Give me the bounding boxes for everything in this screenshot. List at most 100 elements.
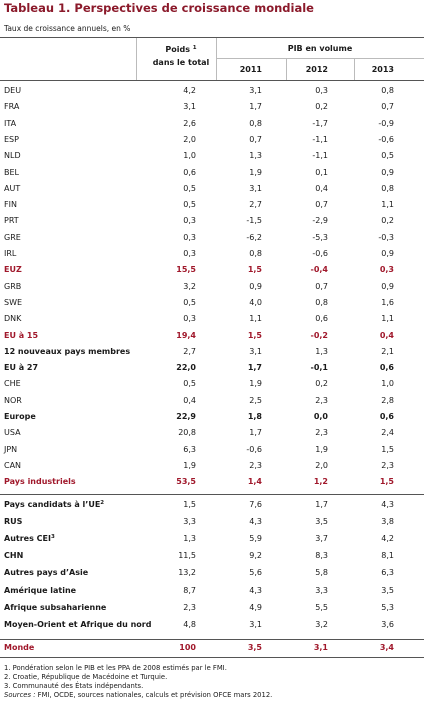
cell-value: 20,8: [178, 428, 196, 438]
cell-value: 4,3: [381, 500, 394, 509]
cell-value: 0,9: [381, 249, 394, 258]
row-label-text: EUZ: [4, 265, 22, 275]
row-label: JPN: [4, 445, 17, 455]
row-label: Amérique latine: [4, 586, 76, 596]
cell-value: -1,1: [312, 151, 328, 161]
cell-value: 1,1: [249, 314, 262, 324]
cell-value: 0,9: [381, 281, 394, 291]
cell-value: 9,2: [249, 551, 262, 561]
row-label: Pays industriels: [4, 477, 76, 487]
cell-value: 1,3: [315, 346, 328, 356]
row-label-text: SWE: [4, 297, 23, 307]
row-label-text: EU à 15: [4, 330, 39, 340]
row-label-text: RUS: [4, 517, 23, 527]
cell-value: 53,5: [176, 477, 196, 487]
cell-value: -0,3: [378, 232, 394, 242]
row-label: USA: [4, 428, 21, 438]
row-label-text: 12 nouveaux pays membres: [4, 346, 131, 356]
row-label: RUS: [4, 517, 22, 527]
subtitle: Taux de croissance annuels, en %: [4, 24, 131, 33]
cell-value: 0,3: [315, 86, 328, 95]
cell-value: 2,0: [183, 134, 196, 144]
cell-value: 1,5: [381, 444, 394, 454]
row-label: DNK: [4, 314, 21, 324]
cell-value: 0,5: [183, 297, 196, 307]
cell-value: 1,9: [315, 444, 328, 454]
row-label-text: PRT: [4, 216, 19, 226]
row-label: BEL: [4, 168, 19, 178]
cell-value: 2,6: [183, 118, 196, 128]
cell-value: 2,4: [381, 428, 394, 438]
row-label-text: CHE: [4, 379, 21, 389]
cell-value: 1,6: [381, 297, 394, 307]
cell-value: -0,6: [246, 444, 262, 454]
cell-value: 0,8: [249, 249, 262, 258]
row-label-text: CHN: [4, 551, 24, 561]
cell-value: 3,4: [379, 643, 394, 652]
cell-value: 4,0: [249, 297, 262, 307]
cell-value: 13,2: [178, 568, 196, 578]
row-label-text: Afrique subsaharienne: [4, 602, 107, 612]
sources: Sources : FMI, OCDE, sources nationales,…: [4, 691, 272, 699]
row-label: AUT: [4, 184, 20, 194]
cell-value: 0,7: [315, 200, 328, 210]
cell-value: 0,9: [249, 281, 262, 291]
cell-value: 0,6: [315, 314, 328, 324]
cell-value: 1,5: [247, 265, 262, 275]
row-label: ITA: [4, 119, 16, 129]
cell-value: 0,8: [315, 297, 328, 307]
sources-text: FMI, OCDE, sources nationales, calculs e…: [37, 691, 273, 699]
cell-value: 1,9: [249, 379, 262, 389]
footnote: 2. Croatie, République de Macédoine et T…: [4, 673, 168, 681]
cell-value: -0,1: [310, 363, 329, 373]
row-label: Pays candidats à l’UE2: [4, 500, 104, 510]
cell-value: 0,8: [249, 118, 262, 128]
row-label: CHE: [4, 379, 21, 389]
row-label: CHN: [4, 551, 23, 561]
row-label-text: Monde: [4, 643, 35, 652]
row-label-text: ITA: [4, 118, 17, 128]
cell-value: 0,7: [249, 134, 262, 144]
row-label: Europe: [4, 412, 36, 422]
cell-value: 0,3: [379, 265, 394, 275]
cell-value: 0,9: [381, 167, 394, 177]
row-label-text: Pays candidats à l’UE: [4, 500, 101, 509]
row-label-text: IRL: [4, 249, 17, 258]
row-label: DEU: [4, 86, 21, 96]
cell-value: 3,8: [381, 517, 394, 527]
cell-value: 0,4: [315, 183, 328, 193]
cell-value: 4,2: [183, 86, 196, 95]
cell-value: 15,5: [176, 265, 196, 275]
row-label-text: ESP: [4, 134, 19, 144]
cell-value: 1,5: [183, 500, 196, 509]
cell-value: 0,7: [315, 281, 328, 291]
cell-value: 0,5: [381, 151, 394, 161]
group-header: PIB en volume: [287, 44, 353, 53]
cell-value: 2,3: [381, 460, 394, 470]
row-label: FIN: [4, 200, 17, 210]
row-label-text: DEU: [4, 86, 22, 95]
cell-value: 0,6: [183, 167, 196, 177]
cell-value: -0,6: [312, 249, 328, 258]
cell-value: 1,8: [247, 412, 262, 421]
cell-value: 3,7: [315, 534, 328, 544]
cell-value: 2,3: [315, 395, 328, 405]
cell-value: 5,6: [249, 568, 262, 578]
cell-value: 3,3: [183, 517, 196, 527]
cell-value: 0,8: [381, 183, 394, 193]
row-label-text: DNK: [4, 314, 22, 324]
cell-value: -1,1: [312, 134, 328, 144]
row-label: EU à 27: [4, 363, 38, 373]
cell-value: 3,5: [381, 585, 394, 595]
year-header: 2013: [371, 65, 394, 74]
row-label-text: BEL: [4, 167, 19, 177]
cell-value: 0,6: [379, 412, 394, 421]
row-label-text: USA: [4, 428, 21, 438]
row-label-text: CAN: [4, 460, 22, 470]
row-label-text: AUT: [4, 183, 21, 193]
cell-value: 1,1: [381, 314, 394, 324]
row-label-text: Autres CEI: [4, 534, 51, 544]
cell-value: 5,8: [315, 568, 328, 578]
cell-value: 3,1: [313, 643, 328, 652]
cell-value: 3,1: [249, 619, 262, 629]
